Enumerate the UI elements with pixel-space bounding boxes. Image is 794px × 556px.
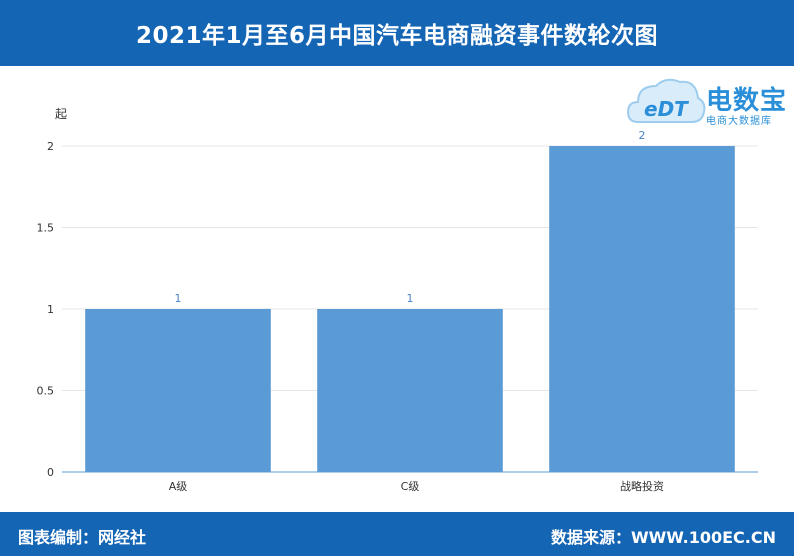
y-axis-unit: 起 <box>55 107 67 121</box>
data-labels: 1 1 2 <box>175 129 646 305</box>
cloud-logo-icon: eDT <box>626 78 706 123</box>
bar-chart: 起 0 0.5 1 1.5 2 1 1 2 A级 C级 战略投资 <box>37 107 758 493</box>
y-axis: 0 0.5 1 1.5 2 <box>37 140 55 479</box>
y-tick-label: 2 <box>47 140 54 153</box>
x-tick-label: A级 <box>169 480 188 493</box>
bar <box>549 146 735 472</box>
logo-tagline: 电商大数据库 <box>706 116 772 127</box>
footer-bar: 图表编制：网经社 数据来源：WWW.100EC.CN <box>0 512 794 556</box>
data-label: 1 <box>407 292 414 305</box>
logo: eDT 电数宝 电商大数据库 <box>626 72 790 134</box>
y-tick-label: 1 <box>47 303 54 316</box>
data-label: 2 <box>639 129 646 142</box>
footer-source: 数据来源：WWW.100EC.CN <box>550 528 776 547</box>
chart-title: 2021年1月至6月中国汽车电商融资事件数轮次图 <box>135 23 659 49</box>
data-label: 1 <box>175 292 182 305</box>
logo-mark: eDT <box>644 97 689 121</box>
title-bar: 2021年1月至6月中国汽车电商融资事件数轮次图 <box>0 0 794 66</box>
y-tick-label: 0.5 <box>37 385 55 398</box>
x-tick-label: 战略投资 <box>620 479 664 493</box>
bar <box>85 309 271 472</box>
logo-brand: 电数宝 <box>706 86 788 116</box>
x-axis: A级 C级 战略投资 <box>169 479 664 493</box>
footer-editor: 图表编制：网经社 <box>18 528 147 547</box>
y-tick-label: 1.5 <box>37 222 55 235</box>
bar <box>317 309 503 472</box>
bars <box>85 146 735 472</box>
y-tick-label: 0 <box>47 466 54 479</box>
x-tick-label: C级 <box>401 480 420 493</box>
